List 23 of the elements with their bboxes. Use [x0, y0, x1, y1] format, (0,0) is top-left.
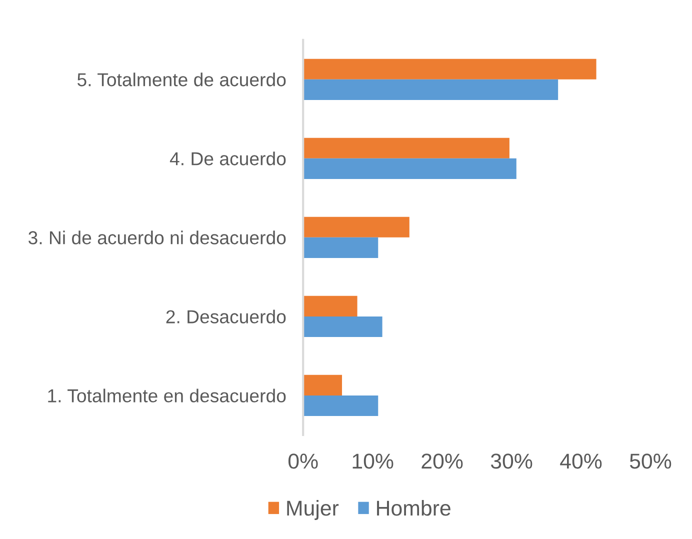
bar [303, 296, 358, 316]
y-tick-label: 5. Totalmente de acuerdo [77, 72, 286, 86]
y-tick-label: 4. De acuerdo [170, 152, 286, 166]
bar [303, 374, 342, 396]
x-tick-label: 30% [490, 454, 532, 469]
bar [303, 316, 382, 337]
bar [303, 395, 378, 416]
y-tick-label: 2. Desacuerdo [166, 310, 286, 324]
bar [303, 138, 510, 158]
legend-label: Hombre [377, 500, 450, 516]
y-tick-label: 1. Totalmente en desacuerdo [48, 388, 286, 402]
x-tick-label: 20% [422, 454, 463, 469]
x-tick-label: 0% [288, 454, 318, 469]
x-tick-label: 40% [560, 454, 602, 469]
x-tick-label: 10% [352, 454, 394, 469]
y-tick-label: 3. Ni de acuerdo ni desacuerdo [28, 230, 286, 244]
bar [303, 58, 596, 80]
bar [303, 158, 516, 179]
bar [303, 79, 558, 100]
bar [303, 216, 410, 238]
x-tick-label: 50% [630, 454, 672, 469]
bar [303, 237, 378, 258]
legend-label: Mujer [287, 500, 339, 520]
